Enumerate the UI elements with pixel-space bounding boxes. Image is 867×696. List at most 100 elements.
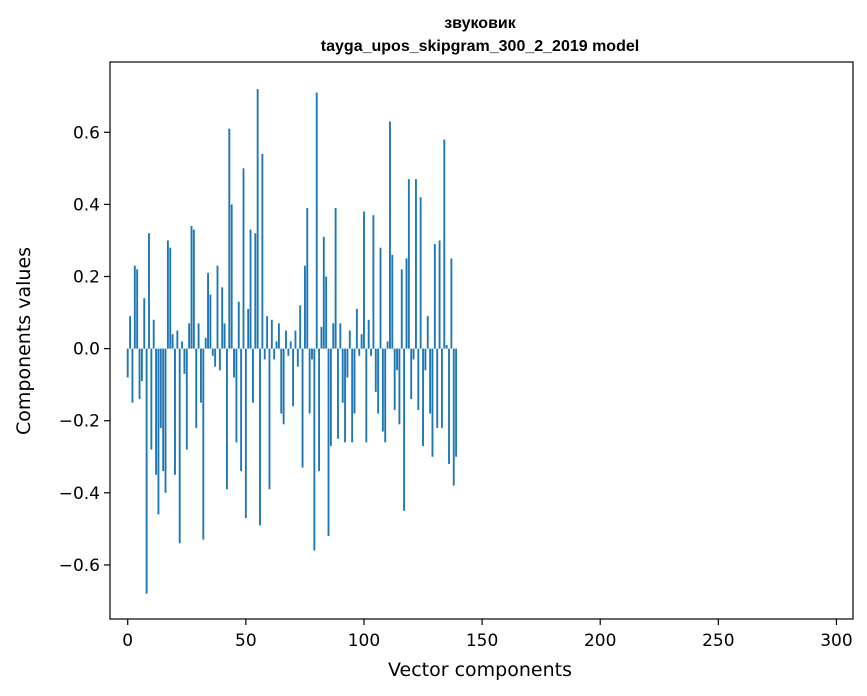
bar bbox=[211, 348, 214, 356]
bar bbox=[353, 348, 356, 414]
bar bbox=[337, 348, 339, 439]
bar bbox=[391, 254, 394, 349]
bar bbox=[233, 348, 235, 378]
bar bbox=[162, 348, 165, 472]
bar bbox=[131, 348, 134, 403]
x-axis-ticks: 0 50 100 150 200 250 300 bbox=[122, 619, 853, 651]
bar bbox=[438, 240, 441, 349]
bar bbox=[448, 348, 450, 464]
bar bbox=[377, 348, 380, 414]
x-tick-label: 200 bbox=[584, 631, 616, 651]
bar bbox=[136, 269, 139, 349]
bar bbox=[277, 323, 280, 349]
bar bbox=[275, 341, 278, 349]
x-tick-label: 50 bbox=[235, 631, 257, 651]
bar bbox=[370, 348, 372, 356]
bar bbox=[256, 89, 259, 349]
y-tick-label: −0.4 bbox=[59, 484, 100, 504]
bar bbox=[133, 265, 136, 349]
bar bbox=[285, 330, 287, 349]
bar bbox=[379, 247, 382, 349]
bar bbox=[433, 244, 436, 349]
bar bbox=[270, 319, 273, 349]
bar bbox=[261, 153, 264, 349]
bar bbox=[183, 348, 186, 374]
bar bbox=[294, 330, 297, 349]
bar bbox=[263, 348, 266, 360]
x-tick-label: 150 bbox=[466, 631, 498, 651]
bar bbox=[325, 276, 328, 349]
bar bbox=[365, 348, 368, 443]
bar bbox=[214, 348, 217, 367]
bar bbox=[188, 323, 191, 349]
bar bbox=[240, 348, 243, 472]
bar bbox=[230, 204, 233, 349]
bar bbox=[126, 348, 129, 378]
bar bbox=[155, 348, 158, 475]
bar bbox=[171, 334, 174, 349]
bar bbox=[389, 121, 391, 349]
bar bbox=[237, 301, 240, 349]
bar bbox=[384, 348, 387, 443]
bar bbox=[268, 348, 271, 490]
bar bbox=[417, 348, 420, 410]
bar bbox=[218, 348, 221, 371]
bar bbox=[138, 348, 141, 400]
bar bbox=[259, 348, 261, 526]
bar bbox=[174, 348, 176, 475]
bar bbox=[440, 348, 443, 428]
bar bbox=[443, 139, 446, 349]
bar bbox=[247, 308, 250, 349]
bar bbox=[436, 348, 439, 428]
bar bbox=[244, 348, 247, 519]
bar bbox=[419, 197, 422, 349]
x-tick-label: 250 bbox=[702, 631, 734, 651]
bar bbox=[445, 345, 448, 349]
bar bbox=[374, 348, 377, 392]
bar bbox=[339, 323, 342, 349]
bar bbox=[204, 337, 207, 349]
bar bbox=[367, 319, 370, 349]
bar bbox=[318, 348, 321, 472]
x-axis-label: Vector components bbox=[388, 659, 572, 681]
y-axis-label: Components values bbox=[13, 247, 35, 435]
bar bbox=[301, 348, 304, 468]
bar bbox=[313, 348, 316, 551]
bar bbox=[396, 348, 398, 371]
bar bbox=[152, 319, 155, 349]
bar bbox=[311, 348, 313, 360]
bar bbox=[381, 348, 384, 432]
y-tick-label: 0.2 bbox=[73, 268, 100, 288]
bar bbox=[452, 348, 455, 486]
bar bbox=[429, 348, 432, 414]
bar bbox=[178, 348, 181, 544]
bar bbox=[360, 334, 363, 349]
bar bbox=[410, 348, 413, 400]
bar bbox=[266, 316, 269, 349]
bar bbox=[346, 348, 349, 378]
bar bbox=[216, 265, 219, 349]
bar bbox=[159, 348, 162, 428]
bar bbox=[329, 348, 332, 446]
bar bbox=[355, 308, 358, 349]
bar bbox=[166, 240, 169, 349]
bar bbox=[292, 348, 295, 407]
bar bbox=[282, 348, 285, 425]
y-axis-ticks: −0.6 −0.4 −0.2 0.0 0.2 0.4 0.6 bbox=[59, 123, 110, 576]
bar bbox=[157, 348, 160, 515]
bar bbox=[202, 348, 205, 540]
bar bbox=[450, 258, 453, 349]
x-tick-label: 100 bbox=[348, 631, 380, 651]
bar bbox=[197, 323, 200, 349]
bar bbox=[405, 258, 408, 349]
y-tick-label: 0.6 bbox=[73, 123, 100, 143]
bar bbox=[358, 348, 361, 356]
bar bbox=[235, 348, 238, 443]
bar bbox=[372, 215, 375, 349]
bar bbox=[169, 247, 172, 349]
bar bbox=[164, 348, 167, 493]
bar bbox=[308, 348, 311, 414]
bar bbox=[344, 348, 347, 443]
plot-frame bbox=[109, 61, 854, 620]
